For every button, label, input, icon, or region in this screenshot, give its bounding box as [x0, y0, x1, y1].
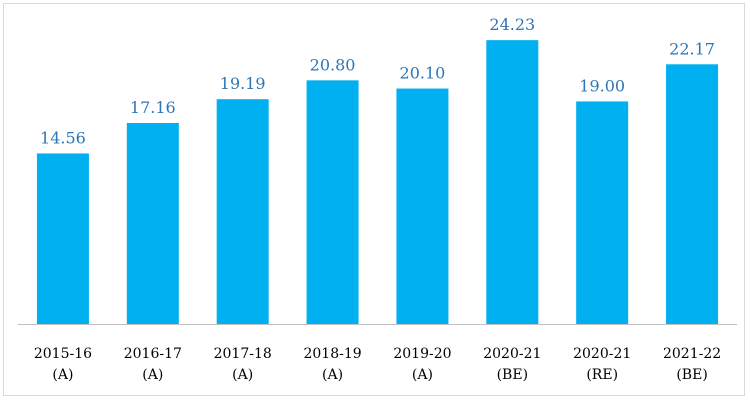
x-tick-label-4-year: 2019-20 — [393, 346, 451, 362]
x-tick-label-5-year: 2020-21 — [483, 346, 541, 362]
x-tick-labels-layer: 2015-16 (A) 2016-17 (A) 2017-18 (A) 2018-19 (A)… — [34, 346, 721, 383]
x-tick-label-7-type: (BE) — [676, 367, 707, 383]
value-label-7: 22.17 — [669, 39, 715, 58]
bars-layer — [36, 40, 719, 325]
bar-chart: 14.56 17.16 19.19 20.80 20.10 24.23 19.00 22.17… — [18, 15, 737, 383]
x-tick-label-3-year: 2018-19 — [303, 346, 361, 362]
value-label-3: 20.80 — [310, 55, 356, 74]
value-label-6: 19.00 — [579, 76, 625, 95]
value-label-1: 17.16 — [130, 98, 176, 117]
x-tick-label-3-type: (A) — [322, 367, 343, 383]
x-tick-label-0-type: (A) — [52, 367, 73, 383]
x-tick-label-6-year: 2020-21 — [573, 346, 631, 362]
value-label-4: 20.10 — [400, 64, 446, 83]
x-tick-label-7-year: 2021-22 — [663, 346, 721, 362]
bar-5 — [486, 40, 539, 325]
bar-7 — [666, 64, 719, 324]
bar-3 — [306, 80, 359, 324]
x-tick-label-5-type: (BE) — [497, 367, 528, 383]
x-tick-label-0-year: 2015-16 — [34, 346, 92, 362]
x-tick-label-4-type: (A) — [412, 367, 433, 383]
value-label-0: 14.56 — [40, 128, 86, 147]
bar-1 — [126, 122, 179, 325]
value-label-2: 19.19 — [220, 74, 266, 93]
x-tick-label-2-year: 2017-18 — [214, 346, 272, 362]
value-labels-layer: 14.56 17.16 19.19 20.80 20.10 24.23 19.00 22.17 — [40, 15, 715, 147]
bar-2 — [216, 99, 269, 325]
x-tick-label-1-year: 2016-17 — [124, 346, 182, 362]
bar-6 — [576, 101, 629, 324]
bar-4 — [396, 88, 449, 325]
x-tick-label-1-type: (A) — [142, 367, 163, 383]
x-tick-label-2-type: (A) — [232, 367, 253, 383]
chart-frame: 14.56 17.16 19.19 20.80 20.10 24.23 19.00 22.17… — [3, 3, 745, 396]
x-tick-label-6-type: (RE) — [586, 367, 618, 383]
value-label-5: 24.23 — [489, 15, 535, 34]
bar-0 — [36, 153, 89, 324]
